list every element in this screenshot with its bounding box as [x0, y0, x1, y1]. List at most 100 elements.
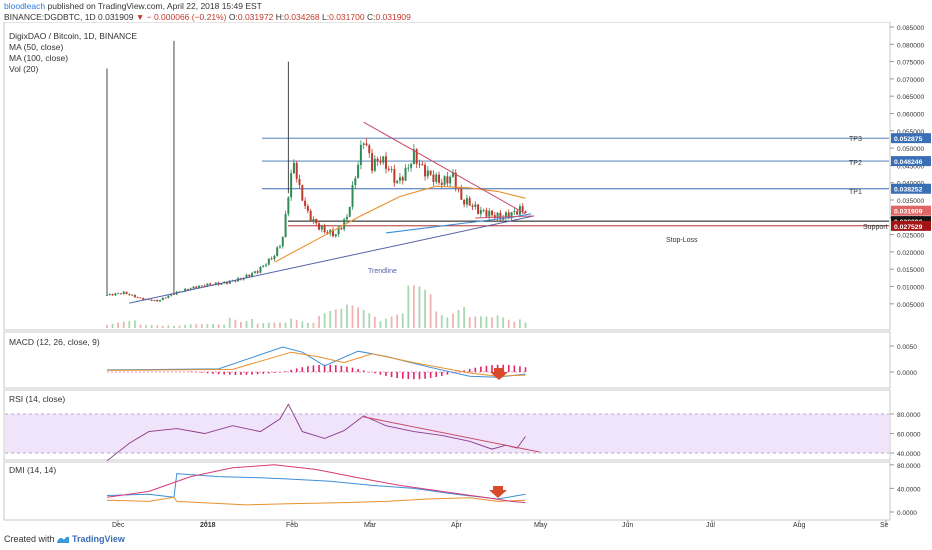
volume-bar	[485, 316, 488, 328]
candle-body	[295, 162, 298, 179]
macd-histogram-bar	[290, 369, 292, 372]
macd-histogram-bar	[429, 372, 432, 378]
volume-bar	[284, 322, 287, 328]
macd-pane[interactable]	[3, 331, 891, 389]
price-tick-label: 0.080000	[897, 42, 924, 49]
candle-body	[376, 158, 379, 162]
time-tick-label: Jun	[622, 522, 633, 529]
candle-body	[167, 295, 170, 298]
candle-body	[491, 210, 494, 216]
macd-histogram-bar	[256, 372, 259, 375]
macd-histogram-bar	[323, 364, 326, 372]
indicator-tick-label: 80.0000	[897, 463, 921, 470]
candle-body	[359, 144, 362, 165]
candle-body	[287, 197, 290, 214]
candle-body	[362, 143, 365, 145]
candle-body	[460, 188, 463, 200]
author-link[interactable]: bloodleach	[4, 1, 46, 11]
macd-histogram-bar	[245, 372, 248, 375]
candle-body	[454, 172, 457, 189]
candle-body	[357, 164, 360, 179]
tp2-label: TP2	[849, 160, 862, 167]
macd-histogram-bar	[279, 372, 281, 373]
macd-histogram-bar	[312, 365, 315, 372]
trendline-label: Trendline	[368, 268, 397, 275]
volume-bar	[150, 325, 153, 328]
volume-bar	[519, 319, 521, 328]
price-tick-label: 0.015000	[897, 267, 924, 274]
volume-bar	[262, 323, 265, 328]
tp3-label: TP3	[849, 136, 862, 143]
chart-canvas[interactable]: 0.005000 0.010000 0.015000 0.020000 0.025000…	[0, 22, 932, 530]
candle-body	[320, 225, 323, 230]
candle-body	[337, 228, 340, 235]
macd-histogram-bar	[463, 370, 465, 372]
volume-bar	[290, 318, 293, 328]
candle-body	[479, 210, 482, 214]
candle-body	[225, 282, 228, 284]
price-tick-label: 0.065000	[897, 94, 924, 101]
macd-histogram-bar	[407, 372, 410, 380]
volume-bar	[223, 324, 226, 328]
volume-bar	[452, 313, 454, 328]
time-tick-label: Mar	[364, 522, 377, 529]
volume-bar	[346, 304, 348, 328]
volume-bar	[189, 324, 192, 328]
candle-body	[220, 283, 223, 285]
close-value: 0.031909	[375, 12, 411, 22]
candle-body	[248, 274, 251, 277]
macd-histogram-bar	[507, 364, 510, 372]
dmi-pane[interactable]	[3, 461, 891, 521]
macd-histogram-bar	[474, 367, 477, 372]
macd-histogram-bar	[413, 372, 415, 380]
time-tick-label: Se	[880, 522, 889, 529]
macd-histogram-bar	[446, 372, 449, 375]
price-tick-label: 0.045000	[897, 163, 924, 170]
rsi-label: RSI (14, close)	[9, 394, 65, 404]
time-tick-label: Feb	[286, 522, 298, 529]
volume-bar	[312, 322, 315, 328]
candle-body	[114, 293, 117, 296]
candle-body	[200, 285, 203, 287]
candle-body	[306, 206, 309, 211]
indicator-tick-label: 40.0000	[897, 486, 921, 493]
rsi-pane[interactable]	[3, 389, 891, 461]
symbol-name: BINANCE:DGDBTC, 1D	[4, 12, 96, 22]
candle-body	[401, 177, 404, 181]
volume-bar	[273, 322, 276, 328]
candle-body	[373, 158, 376, 171]
volume-bar	[440, 315, 443, 328]
candle-body	[471, 205, 474, 207]
indicator-tick-label: 40.0000	[897, 451, 921, 458]
candle-body	[379, 161, 382, 163]
main-pane[interactable]	[3, 22, 891, 331]
macd-histogram-bar	[390, 372, 393, 378]
overlay-lines	[129, 121, 535, 304]
candle-body	[426, 170, 429, 177]
volume-bar	[413, 285, 415, 328]
macd-histogram-bar	[485, 365, 488, 372]
price-tick-label: 0.035000	[897, 198, 924, 205]
candle-body	[214, 282, 217, 285]
candle-body	[474, 204, 477, 207]
volume-bar	[401, 313, 404, 328]
stoploss-label: Stop-Loss	[666, 237, 698, 244]
volume-bars	[106, 285, 527, 328]
candle-body	[234, 280, 237, 282]
macd-histogram-bar	[217, 372, 220, 375]
time-tick-label: 2018	[200, 522, 216, 529]
time-axis: Dec 2018 Feb Mar Apr May Jun Jul Aug Se	[112, 520, 889, 529]
candle-body	[131, 294, 134, 296]
candle-body	[298, 178, 301, 186]
tradingview-brand[interactable]: TradingView	[72, 534, 125, 544]
candle-body	[323, 225, 326, 233]
indicator-tick-label: 0.0000	[897, 370, 917, 377]
candle-body	[309, 210, 312, 221]
volume-bar	[334, 309, 337, 328]
symbol-line: BINANCE:DGDBTC, 1D 0.031909 ▼ − 0.000066…	[4, 12, 411, 22]
candle-body	[465, 198, 468, 205]
candle-body	[251, 273, 254, 277]
candle-body	[348, 206, 351, 217]
volume-bar	[234, 319, 237, 328]
volume-bar	[256, 323, 259, 328]
